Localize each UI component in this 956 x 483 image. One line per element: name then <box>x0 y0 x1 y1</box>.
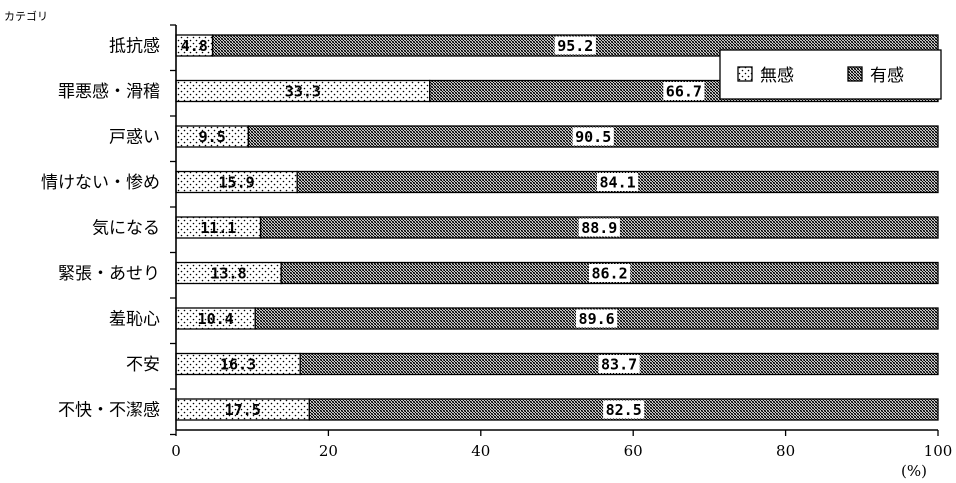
data-label-bg <box>554 36 596 55</box>
legend-label: 有感 <box>870 66 904 86</box>
bars-group: 抵抗感 4.8 95.2 罪悪感・滑稽 33.3 66.7 戸惑い 9.5 90.5 情けない・惨… <box>41 34 939 421</box>
data-label: 84.1 <box>600 174 636 192</box>
data-label-bg <box>588 264 631 282</box>
x-axis-unit-label: (%) <box>901 462 927 480</box>
data-label: 15.9 <box>219 174 255 192</box>
category-label: 羞恥心 <box>109 310 160 330</box>
legend-label: 無感 <box>760 66 794 86</box>
data-label-bg <box>282 82 324 100</box>
x-tick-label: 80 <box>776 442 795 460</box>
data-label-bg <box>197 218 239 237</box>
data-label: 83.7 <box>601 356 637 374</box>
data-label: 17.5 <box>225 401 261 419</box>
x-tick-label: 20 <box>319 442 338 460</box>
category-label: 抵抗感 <box>109 37 160 57</box>
data-label-bg <box>217 355 259 373</box>
category-label: 情けない・惨め <box>41 173 160 193</box>
data-label: 88.9 <box>581 219 617 237</box>
data-label-bg <box>207 264 250 282</box>
legend-swatch-yukan <box>847 66 863 82</box>
data-label: 4.8 <box>181 37 208 55</box>
data-label: 95.2 <box>557 37 593 55</box>
data-label-bg <box>598 355 640 373</box>
x-tick-label: 0 <box>171 442 181 460</box>
data-label-bg <box>196 127 229 146</box>
data-label-bg <box>603 400 645 419</box>
category-label: 気になる <box>92 219 160 239</box>
data-label: 16.3 <box>220 356 256 374</box>
data-label-bg <box>596 173 639 191</box>
data-label-bg <box>572 127 614 146</box>
data-label: 90.5 <box>575 128 611 146</box>
x-tick-label: 60 <box>624 442 643 460</box>
data-label-bg <box>663 82 705 100</box>
category-label: 緊張・あせり <box>58 264 160 284</box>
data-label: 13.8 <box>211 265 247 283</box>
category-label: 不快・不潔感 <box>58 401 160 421</box>
data-label-bg <box>195 309 237 328</box>
data-label-bg <box>578 218 620 237</box>
data-label: 89.6 <box>579 310 615 328</box>
data-label-bg <box>178 36 211 55</box>
legend: 無感 有感 <box>719 49 942 100</box>
data-label: 66.7 <box>666 83 702 101</box>
axes-group: 0 20 40 60 80 100 <box>170 24 953 460</box>
category-label: 不安 <box>126 355 160 375</box>
x-tick-label: 40 <box>471 442 490 460</box>
data-label: 11.1 <box>200 219 236 237</box>
data-label-bg <box>222 400 264 419</box>
data-label: 33.3 <box>285 83 321 101</box>
x-tick-label: 100 <box>924 442 953 460</box>
data-label: 9.5 <box>199 128 226 146</box>
data-label: 10.4 <box>198 310 234 328</box>
category-label: 戸惑い <box>109 128 160 148</box>
category-label: 罪悪感・滑稽 <box>58 82 160 102</box>
data-label: 82.5 <box>606 401 642 419</box>
legend-swatch-mukan <box>737 66 753 82</box>
category-axis-label: カテゴリ <box>4 9 48 23</box>
data-label: 86.2 <box>592 265 628 283</box>
data-label-bg <box>576 309 618 328</box>
legend-box <box>719 49 942 100</box>
data-label-bg <box>215 173 258 191</box>
